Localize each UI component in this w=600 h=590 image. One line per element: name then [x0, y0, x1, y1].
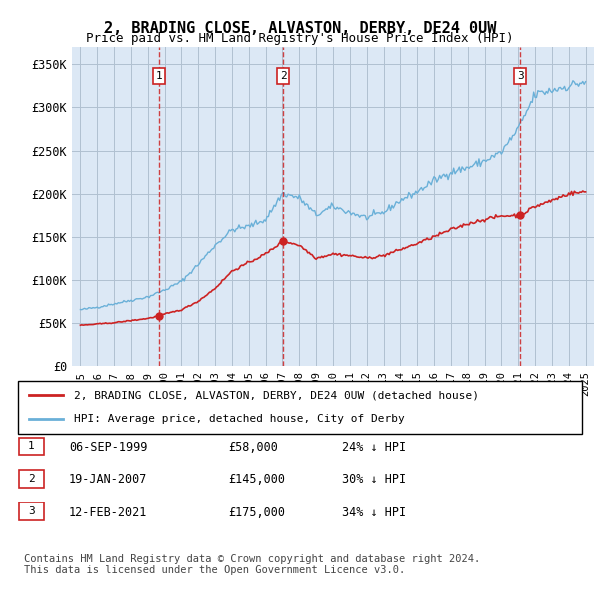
Text: 2, BRADING CLOSE, ALVASTON, DERBY, DE24 0UW (detached house): 2, BRADING CLOSE, ALVASTON, DERBY, DE24 … [74, 391, 479, 401]
Text: 19-JAN-2007: 19-JAN-2007 [69, 473, 148, 486]
Text: 1: 1 [28, 441, 35, 451]
Text: 34% ↓ HPI: 34% ↓ HPI [342, 506, 406, 519]
Text: 3: 3 [517, 71, 524, 81]
Text: 24% ↓ HPI: 24% ↓ HPI [342, 441, 406, 454]
FancyBboxPatch shape [19, 438, 44, 455]
Text: 2, BRADING CLOSE, ALVASTON, DERBY, DE24 0UW: 2, BRADING CLOSE, ALVASTON, DERBY, DE24 … [104, 21, 496, 35]
Text: Contains HM Land Registry data © Crown copyright and database right 2024.
This d: Contains HM Land Registry data © Crown c… [24, 553, 480, 575]
Text: £175,000: £175,000 [228, 506, 285, 519]
Text: 30% ↓ HPI: 30% ↓ HPI [342, 473, 406, 486]
Text: 12-FEB-2021: 12-FEB-2021 [69, 506, 148, 519]
Text: £145,000: £145,000 [228, 473, 285, 486]
Text: Price paid vs. HM Land Registry's House Price Index (HPI): Price paid vs. HM Land Registry's House … [86, 32, 514, 45]
FancyBboxPatch shape [19, 503, 44, 520]
Text: 3: 3 [28, 506, 35, 516]
Text: 2: 2 [280, 71, 287, 81]
Text: 06-SEP-1999: 06-SEP-1999 [69, 441, 148, 454]
FancyBboxPatch shape [18, 381, 582, 434]
Text: 1: 1 [156, 71, 163, 81]
Text: £58,000: £58,000 [228, 441, 278, 454]
Text: 2: 2 [28, 474, 35, 484]
FancyBboxPatch shape [19, 470, 44, 487]
Text: HPI: Average price, detached house, City of Derby: HPI: Average price, detached house, City… [74, 414, 405, 424]
